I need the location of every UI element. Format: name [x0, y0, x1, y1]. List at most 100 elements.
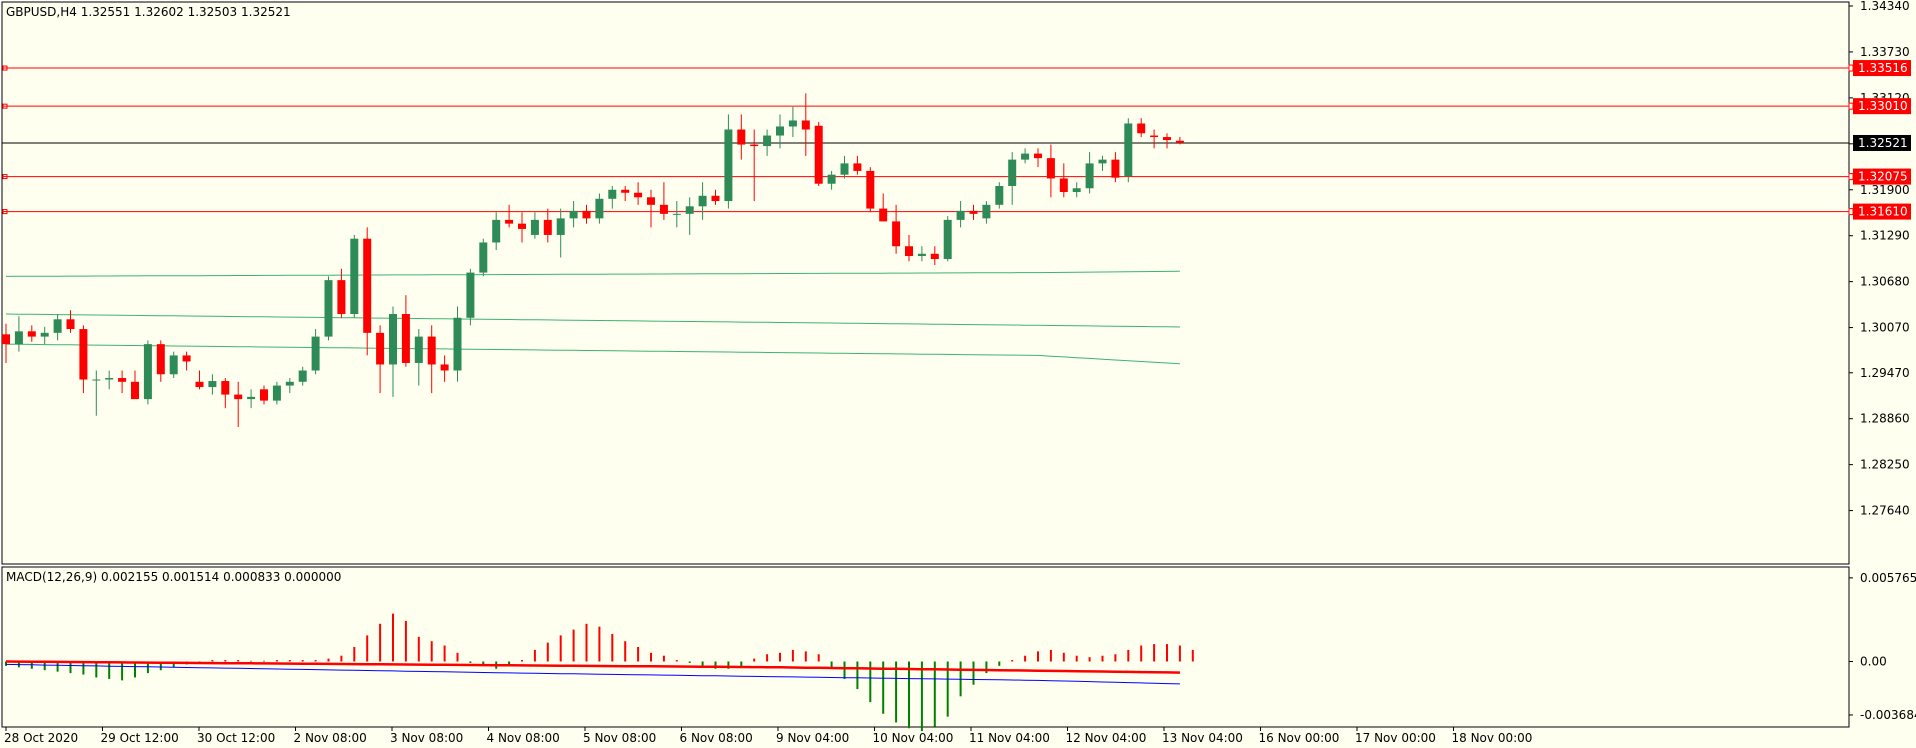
candle-body: [376, 332, 385, 365]
candle-body: [543, 219, 552, 235]
bollinger-lower-line: [5, 343, 1180, 365]
candle-body: [776, 126, 784, 136]
candle-body: [1150, 135, 1159, 138]
candle-body: [905, 246, 913, 257]
candle-body: [1175, 140, 1184, 143]
level-price-label: 1.33010: [1858, 99, 1908, 113]
macd-line: [5, 663, 1180, 685]
price-tick-label: 1.31290: [1860, 229, 1910, 243]
time-tick-label: 9 Nov 04:00: [776, 731, 849, 745]
price-axis: 1.343401.337301.331201.325101.319001.312…: [1849, 0, 1916, 722]
time-tick-label: 29 Oct 12:00: [101, 731, 179, 745]
candle-body: [530, 219, 539, 235]
candle-body: [492, 219, 501, 243]
candle-body: [337, 280, 346, 315]
macd-signal-line: [5, 660, 1180, 674]
level-handle: [2, 209, 8, 215]
candle-body: [621, 189, 630, 193]
time-tick-label: 12 Nov 04:00: [1066, 731, 1147, 745]
candle-body: [801, 120, 810, 130]
candle-body: [892, 221, 901, 247]
candle-body: [556, 218, 565, 235]
candle-body: [1124, 123, 1133, 177]
candle-body: [866, 170, 875, 209]
candle-body: [118, 378, 127, 382]
macd-chart: [5, 613, 1194, 732]
candle-body: [1008, 159, 1017, 186]
time-tick-label: 10 Nov 04:00: [873, 731, 954, 745]
price-tick-label: 1.30680: [1860, 275, 1910, 289]
candle-body: [453, 317, 462, 371]
candle-body: [1021, 153, 1030, 160]
candle-body: [272, 385, 281, 401]
candle-body: [427, 336, 436, 365]
level-price-box: [1853, 60, 1911, 77]
time-tick-label: 6 Nov 08:00: [680, 731, 753, 745]
candle-body: [788, 120, 797, 127]
time-tick-label: 13 Nov 04:00: [1162, 731, 1243, 745]
macd-tick-label: -0.003684: [1860, 708, 1916, 722]
candle-body: [156, 344, 165, 375]
price-tick-label: 1.34340: [1860, 0, 1910, 13]
candle-body: [518, 223, 526, 229]
candle-body: [285, 381, 294, 386]
candle-body: [389, 314, 397, 365]
candle-body: [763, 135, 772, 147]
candle-body: [1072, 188, 1081, 193]
time-tick-label: 18 Nov 00:00: [1452, 731, 1533, 745]
candle-body: [595, 198, 604, 219]
candle-body: [724, 129, 733, 202]
candle-body: [750, 144, 759, 147]
price-tick-label: 1.31900: [1860, 183, 1910, 197]
candle-body: [208, 381, 217, 388]
candle-body: [79, 329, 88, 380]
candle-body: [14, 331, 23, 345]
level-price-box: [1853, 98, 1911, 115]
candle-body: [1046, 158, 1055, 179]
time-tick-label: 16 Nov 00:00: [1259, 731, 1340, 745]
candle-body: [982, 204, 991, 219]
candle-body: [569, 210, 578, 219]
candle-body: [827, 174, 836, 184]
price-scale-background: [1850, 0, 1916, 748]
macd-subwindow-background: [1, 566, 1850, 728]
candle-body: [260, 389, 268, 401]
candle-body: [647, 197, 655, 205]
candle-body: [143, 344, 152, 400]
last-price-box: [1853, 134, 1911, 151]
time-tick-label: 3 Nov 08:00: [390, 731, 463, 745]
candle-body: [917, 253, 926, 257]
candle-body: [466, 272, 475, 318]
level-handle: [2, 103, 8, 109]
candle-body: [298, 370, 307, 382]
candle-body: [1059, 178, 1068, 193]
candle-body: [182, 355, 191, 362]
bollinger-middle-line: [5, 313, 1180, 328]
candle-body: [324, 280, 333, 337]
candle-body: [1085, 163, 1094, 189]
candle-body: [930, 253, 939, 260]
level-price-label: 1.33516: [1858, 61, 1908, 75]
candle-body: [105, 378, 114, 380]
candle-body: [169, 355, 178, 375]
time-axis: 28 Oct 2020 29 Oct 12:00 30 Oct 12:00 2 Nov…: [4, 727, 1532, 745]
level-handle: [2, 65, 8, 71]
time-tick-label: 2 Nov 08:00: [294, 731, 367, 745]
price-tick-label: 1.28250: [1860, 458, 1910, 472]
candle-body: [943, 219, 952, 260]
candle-body: [969, 210, 978, 214]
level-price-label: 1.32075: [1858, 170, 1908, 184]
candle-body: [40, 332, 49, 337]
candle-body: [582, 210, 591, 219]
level-price-box: [1853, 168, 1911, 185]
candle-body: [659, 204, 668, 214]
candle-body: [853, 163, 862, 171]
candle-body: [221, 381, 230, 395]
bollinger-upper-line: [5, 270, 1180, 277]
candle-body: [995, 185, 1004, 205]
main-chart: [2, 64, 1854, 427]
level-price-box: [1853, 203, 1911, 220]
candle-body: [672, 213, 681, 215]
candle-body: [66, 319, 75, 330]
